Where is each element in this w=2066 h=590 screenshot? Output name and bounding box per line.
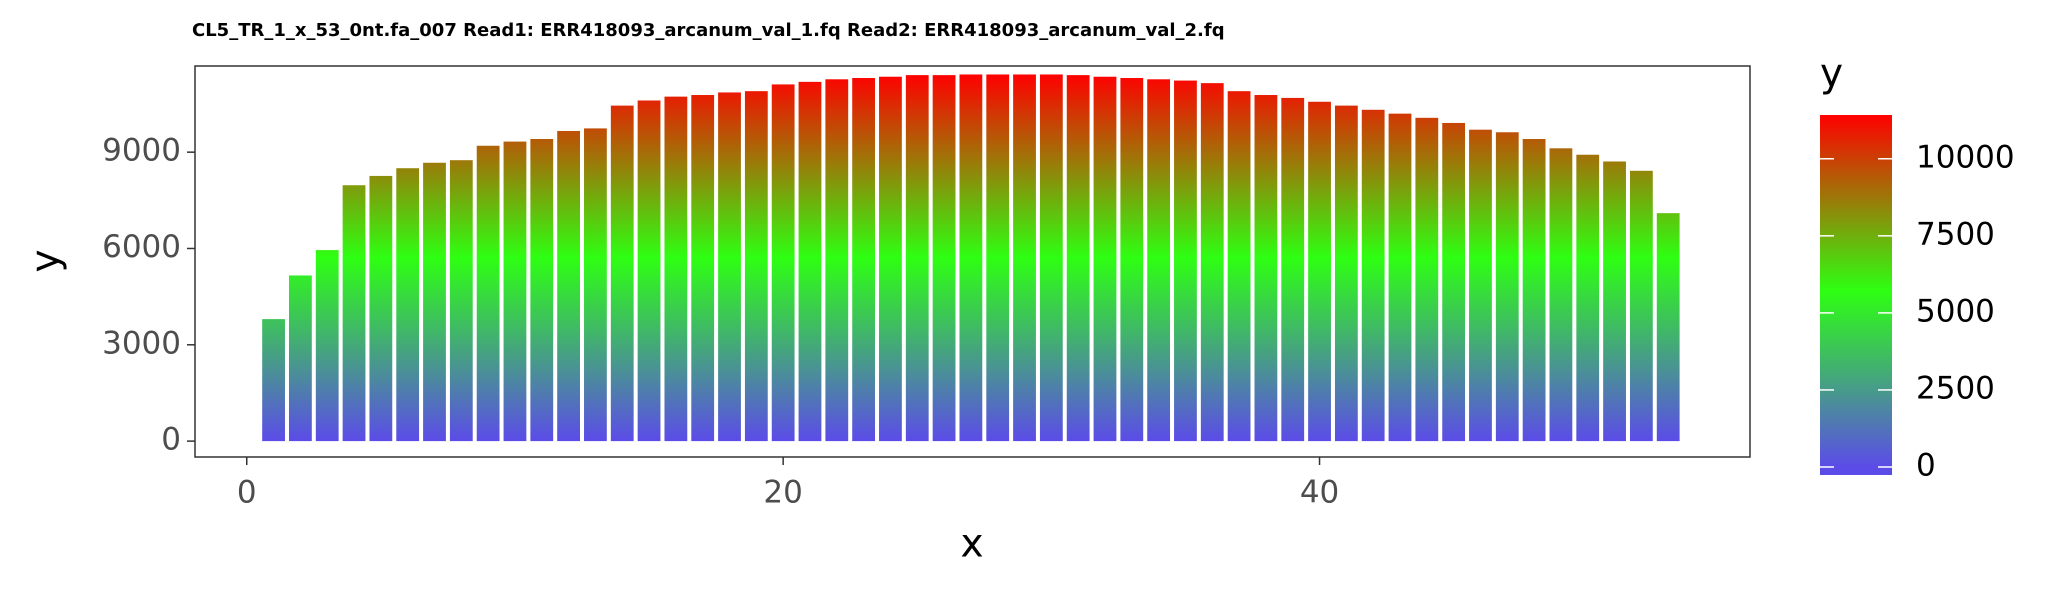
- bar: [423, 162, 446, 442]
- y-tick-label: 3000: [102, 325, 181, 361]
- bar: [664, 96, 688, 442]
- bar: [825, 79, 849, 442]
- bar: [718, 92, 741, 442]
- bar: [610, 105, 634, 442]
- bar: [503, 141, 527, 442]
- bar: [1656, 213, 1680, 442]
- bar: [1415, 117, 1439, 442]
- legend-label: 5000: [1916, 293, 1995, 329]
- bar: [1469, 129, 1492, 442]
- bar: [1281, 97, 1305, 442]
- bar: [289, 275, 312, 442]
- bar: [1442, 122, 1466, 442]
- bar: [584, 128, 607, 442]
- bar: [476, 145, 500, 442]
- bar: [744, 91, 768, 442]
- bar: [530, 139, 554, 442]
- bar: [1120, 78, 1144, 442]
- y-tick-label: 0: [161, 422, 181, 458]
- legend-label: 10000: [1916, 139, 2015, 175]
- bar: [1495, 132, 1519, 442]
- y-tick-label: 9000: [102, 133, 181, 169]
- x-axis-title: x: [960, 522, 983, 567]
- bar: [1334, 105, 1358, 442]
- bar: [771, 84, 795, 442]
- x-tick-label: 40: [1300, 475, 1339, 511]
- bar: [691, 95, 715, 442]
- legend-title: y: [1820, 52, 1843, 97]
- bar: [1388, 113, 1412, 442]
- bar: [1254, 95, 1278, 442]
- bar: [1147, 79, 1171, 442]
- bar: [852, 78, 876, 442]
- bar: [449, 160, 473, 442]
- legend-label: 0: [1916, 448, 1936, 484]
- chart-title: CL5_TR_1_x_53_0nt.fa_007 Read1: ERR41809…: [192, 20, 1225, 41]
- bar: [1549, 148, 1573, 442]
- bar: [986, 74, 1010, 442]
- bar: [1308, 101, 1331, 442]
- bar: [637, 100, 661, 442]
- bar: [1013, 74, 1036, 442]
- bar: [342, 185, 366, 442]
- bar: [1093, 76, 1117, 442]
- bar: [557, 130, 580, 442]
- bar: [1066, 75, 1090, 442]
- bar: [1629, 170, 1653, 442]
- x-tick-label: 20: [763, 475, 802, 511]
- legend-label: 2500: [1916, 370, 1995, 406]
- bar: [396, 168, 420, 442]
- bar: [369, 175, 393, 442]
- bar: [1174, 80, 1197, 442]
- bar: [879, 76, 902, 442]
- bar: [932, 75, 956, 442]
- legend-label: 7500: [1916, 216, 1995, 252]
- bar: [315, 250, 339, 442]
- colorbar: [1820, 115, 1892, 475]
- bar: [905, 75, 929, 442]
- bar: [1522, 139, 1546, 442]
- bar: [1227, 91, 1251, 442]
- bar: [1603, 161, 1626, 442]
- bar: [262, 319, 285, 442]
- bar: [1039, 74, 1063, 442]
- y-tick-label: 6000: [102, 229, 181, 265]
- y-axis-title: y: [24, 249, 69, 272]
- x-tick-label: 0: [237, 475, 257, 511]
- bar: [1200, 83, 1224, 442]
- bar: [1361, 109, 1385, 442]
- bar: [959, 74, 983, 442]
- bar: [798, 81, 822, 442]
- bar: [1576, 154, 1600, 442]
